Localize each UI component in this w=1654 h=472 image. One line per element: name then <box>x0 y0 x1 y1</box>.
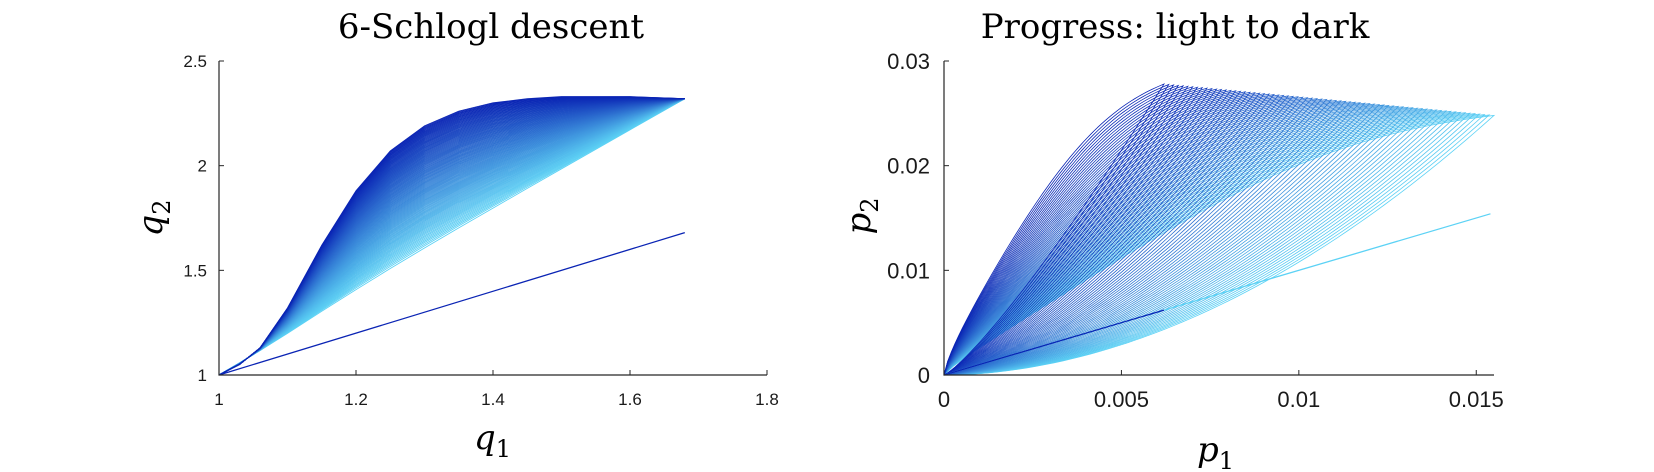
left-chart-title: 6-Schlogl descent <box>338 7 645 47</box>
right-loop <box>943 105 1395 376</box>
right-x-tick-label: 0.005 <box>1094 387 1149 412</box>
left-curve <box>218 96 685 376</box>
right-x-tick-label: 0.01 <box>1277 387 1320 412</box>
right-loop <box>943 84 1175 376</box>
left-x-tick-label: 1.6 <box>618 390 642 409</box>
right-loop <box>943 85 1189 376</box>
right-loop <box>943 91 1247 376</box>
right-y-tick-label: 0.03 <box>887 49 930 74</box>
right-loop <box>943 83 1170 376</box>
left-x-tick-label: 1.8 <box>755 390 779 409</box>
right-loop <box>943 109 1438 376</box>
right-chart-title: Progress: light to dark <box>981 7 1370 47</box>
right-loop <box>943 86 1204 376</box>
right-loop <box>943 108 1433 376</box>
right-loop <box>943 113 1481 376</box>
left-line <box>218 232 685 376</box>
right-loop <box>943 85 1185 376</box>
right-loop <box>943 93 1271 376</box>
right-x-axis-label: p1 <box>1197 430 1234 472</box>
right-loop <box>943 106 1405 376</box>
right-loop <box>943 111 1457 376</box>
right-loop <box>943 94 1280 376</box>
right-loop <box>943 89 1232 376</box>
right-loop <box>943 114 1491 376</box>
right-loop <box>943 93 1276 376</box>
right-loop <box>943 103 1381 376</box>
left-curve <box>218 98 685 376</box>
left-y-ticks: 1 1.5 2 2.5 <box>183 52 224 385</box>
right-loop <box>943 92 1261 376</box>
right-x-tick-label: 0 <box>938 387 950 412</box>
right-loop <box>943 83 1166 376</box>
right-loop <box>943 84 1180 376</box>
right-loop-family <box>943 83 1496 376</box>
right-loop <box>943 112 1472 376</box>
right-loop <box>943 88 1218 376</box>
left-curve-family <box>218 96 686 376</box>
left-y-tick-label: 2.5 <box>183 52 207 71</box>
right-y-tick-label: 0 <box>918 363 930 388</box>
right-loop <box>943 110 1448 376</box>
left-straight-line <box>218 232 685 376</box>
right-loop <box>943 108 1424 376</box>
left-y-tick-label: 2 <box>198 157 207 176</box>
right-loop <box>943 91 1252 376</box>
right-loop <box>943 103 1371 376</box>
right-loop <box>943 95 1295 376</box>
left-x-tick-label: 1.4 <box>481 390 505 409</box>
right-loop <box>943 102 1362 376</box>
left-chart: 6-Schlogl descent 1 1.2 1.4 1.6 1.8 1 1.5 2 2.5… <box>131 7 779 463</box>
right-loop <box>943 100 1347 376</box>
right-loop <box>943 86 1199 376</box>
right-line <box>943 309 1165 376</box>
right-y-tick-label: 0.02 <box>887 154 930 179</box>
right-loop <box>943 98 1319 376</box>
right-loop <box>943 94 1285 376</box>
left-x-tick-label: 1.2 <box>344 390 368 409</box>
right-y-tick-label: 0.01 <box>887 258 930 283</box>
right-loop <box>943 107 1414 376</box>
right-loop <box>943 99 1338 376</box>
left-x-axis-label: q1 <box>474 418 511 463</box>
right-loop <box>943 100 1343 376</box>
right-straight-lines <box>943 213 1491 376</box>
right-loop <box>943 108 1429 376</box>
right-loop <box>943 96 1299 376</box>
left-y-tick-label: 1 <box>198 366 207 385</box>
right-loop <box>943 86 1194 376</box>
right-x-tick-label: 0.015 <box>1449 387 1504 412</box>
left-x-tick-label: 1 <box>214 390 223 409</box>
right-loop <box>943 88 1223 376</box>
right-loop <box>943 92 1256 376</box>
right-loop <box>943 99 1333 376</box>
right-x-ticks: 0 0.005 0.01 0.015 <box>938 370 1504 412</box>
right-loop <box>943 104 1390 376</box>
right-loop <box>943 95 1290 376</box>
right-loop <box>943 112 1467 376</box>
right-loop <box>943 90 1237 376</box>
right-loop <box>943 101 1352 376</box>
left-x-ticks: 1 1.2 1.4 1.6 1.8 <box>214 370 779 409</box>
right-loop <box>943 87 1213 376</box>
right-y-ticks: 0 0.01 0.02 0.03 <box>887 49 949 388</box>
right-y-axis-label: p2 <box>839 197 884 234</box>
right-loop <box>943 89 1228 376</box>
right-loop <box>943 90 1242 376</box>
right-loop <box>943 92 1266 376</box>
right-loop <box>943 87 1209 376</box>
left-y-axis-label: q2 <box>131 199 176 236</box>
left-y-tick-label: 1.5 <box>183 261 207 280</box>
right-loop <box>943 97 1309 376</box>
right-loop <box>943 98 1328 376</box>
right-loop <box>943 113 1477 376</box>
right-chart: Progress: light to dark 0 0.005 0.01 0.015 … <box>839 7 1504 472</box>
